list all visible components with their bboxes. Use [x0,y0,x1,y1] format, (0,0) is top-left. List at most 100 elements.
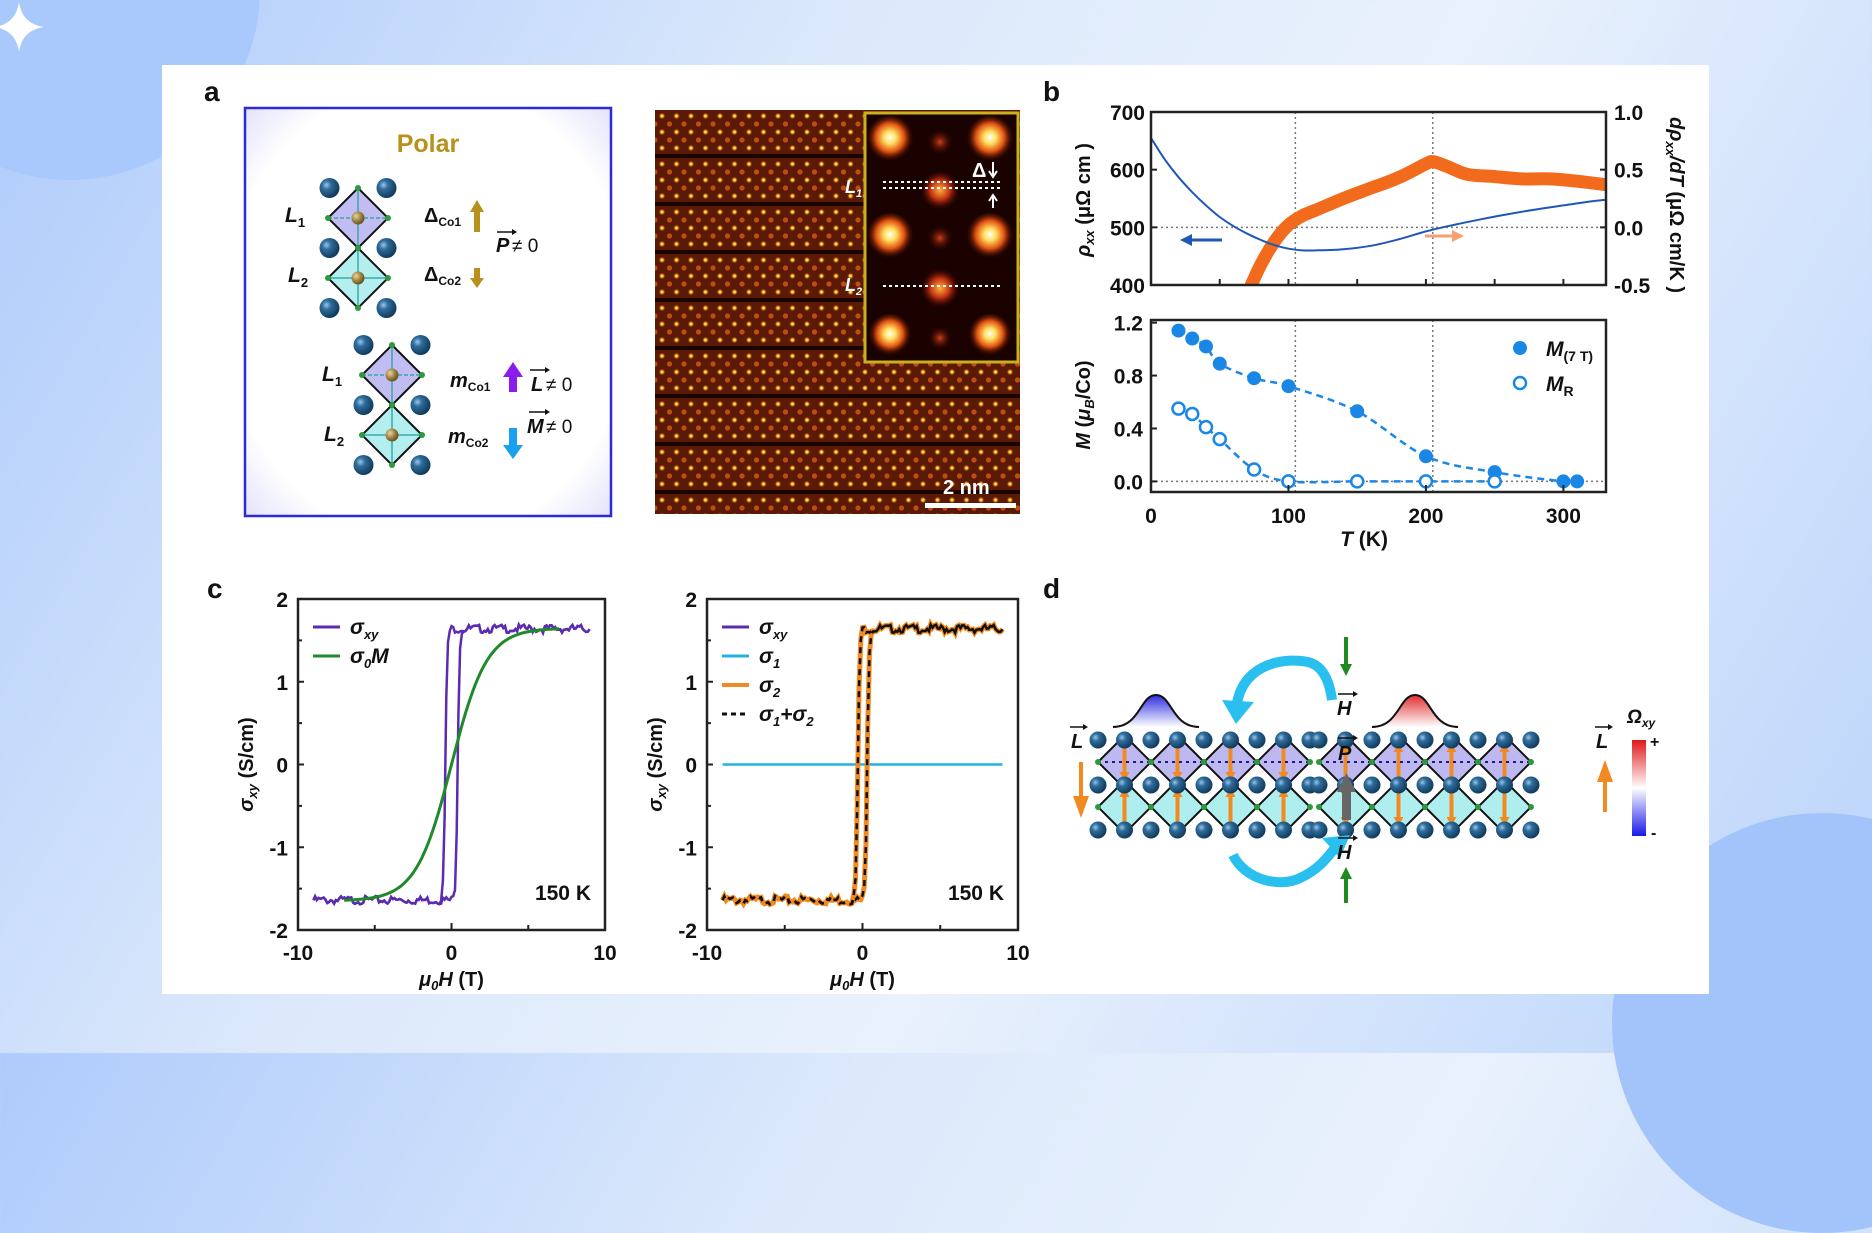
panel-label-a: a [204,76,220,107]
svg-text:H: H [1337,698,1352,720]
a-site-atom [1248,821,1266,839]
o-atom [1422,759,1428,765]
y-tick-label: 0.8 [1114,366,1144,389]
legend-label: σxy [759,616,788,642]
a-site-atom [1337,821,1354,839]
svg-text:P: P [496,235,510,257]
o-atom [325,275,331,281]
series-drho-dT [1244,154,1606,285]
y-tick-label: -2 [269,920,288,943]
a-site-atom [1195,821,1213,839]
o-atom [1307,759,1313,765]
a-site-atom [1248,776,1266,794]
o-atom [1316,804,1322,810]
a-site-atom [1496,776,1513,794]
svg-text:M: M [527,416,545,438]
svg-text:≠ 0: ≠ 0 [546,375,572,396]
o-atom [325,215,331,221]
a-site-atom [1195,776,1213,794]
o-atom [389,402,395,408]
o-atom [389,462,395,468]
o-atom [419,432,425,438]
neel-vector-label-right: L [1595,724,1613,753]
a-site-atom [1089,821,1107,839]
legend-marker [1512,375,1528,391]
berry-curvature-positive [1372,695,1458,727]
delta-co2-label: ΔCo2 [424,264,461,288]
svg-text:≠ 0: ≠ 0 [546,417,572,438]
berry-curvature-colorbar [1632,740,1646,836]
a-site-atom [1275,776,1292,794]
a-site-atom [1390,731,1407,749]
a-site-atom [1522,776,1540,794]
scale-bar-label: 2 nm [943,477,990,499]
y-tick-label: 1.2 [1114,313,1143,336]
a-site-atom [1142,776,1160,794]
y-right-tick-label: 0.0 [1614,217,1643,240]
magnetization-chart: 1.2 0.8 0.4 0.00 100 200 300 T (K) M (μB/Co) M(7 … [1073,313,1608,551]
data-point [1487,474,1502,489]
o-atom [1254,804,1260,810]
a-site-atom [1416,731,1434,749]
switch-arrow-top[interactable] [1232,655,1337,705]
y-axis-label: σxy (S/cm) [645,717,669,811]
a-site-atom [1522,821,1540,839]
a-site-atom [1116,776,1133,794]
y-tick-label: 0 [685,755,697,778]
x-tick-label: 200 [1408,505,1443,528]
svg-text:L: L [531,374,543,396]
legend-label: σ1+σ2 [759,703,814,729]
y-right-axis-label: dρxx/dT (μΩ cm/K ) [1663,117,1687,293]
a-site-atom [1248,731,1266,749]
polarization-label: P [1338,735,1358,765]
x-tick-label: 10 [1006,942,1029,965]
a-site-atom [410,395,431,415]
down-arrow-icon [503,428,523,459]
x-tick-label: 10 [593,942,616,965]
o-atom [1475,759,1481,765]
a-site-atom [1310,821,1328,839]
y-tick-label: -1 [269,837,288,860]
x-tick-label: 0 [857,942,869,965]
legend-label: M(7 T) [1546,338,1593,364]
switch-arrow-bottom[interactable] [1228,844,1339,888]
y-axis-label: M (μB/Co) [1073,360,1097,449]
legend-label: σ1 [759,645,780,671]
x-tick-label: 300 [1546,505,1581,528]
a-site-atom [1443,731,1460,749]
a-site-atom [1363,731,1381,749]
a-site-atom [1142,731,1160,749]
o-atom [1148,759,1154,765]
data-point [1418,449,1433,464]
a-site-atom [1416,821,1434,839]
delta-co1-label: ΔCo1 [424,205,461,229]
x-tick-label: -10 [692,942,722,965]
sparkle-icon [0,2,44,52]
a-site-atom [1089,731,1107,749]
a-site-atom [319,238,340,258]
antiferro-vector-label: L ≠ 0 [530,367,572,396]
a-site-atom [1195,731,1213,749]
y-tick-label: 1 [685,672,697,695]
layer-L1-label: L1 [285,204,305,230]
o-atom [389,342,395,348]
colorbar-minus: - [1651,825,1656,842]
o-atom [1095,759,1101,765]
svg-text:≠ 0: ≠ 0 [512,236,538,257]
data-point [1185,331,1200,346]
co-atom [385,368,399,382]
field-label-bottom: H [1337,835,1358,864]
a-site-atom [1363,821,1381,839]
a-site-atom [1169,821,1186,839]
y-tick-label: 400 [1110,275,1145,298]
o-atom [1369,759,1375,765]
colorbar-title: Ωxy [1626,707,1657,730]
layer-L2-label: L2 [288,264,308,290]
co-atom [385,428,399,442]
y-tick-label: 0.0 [1114,471,1143,494]
a-site-atom [1116,731,1133,749]
lattice-state-right [1310,731,1540,839]
o-atom [1201,759,1207,765]
co-atom [351,211,365,225]
